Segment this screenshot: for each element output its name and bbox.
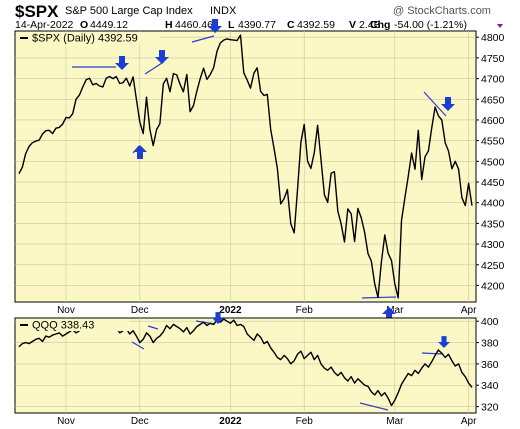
x-tick-label: Dec: [131, 416, 149, 427]
arrow-down-icon: [438, 336, 450, 348]
qqq-legend-box: [17, 319, 129, 331]
arrow-up-icon: [133, 145, 147, 159]
y-tick-label: 4600: [481, 115, 505, 127]
price-arrows: [115, 19, 455, 321]
price-panel-background: [14, 30, 477, 303]
price-legend-box: [17, 32, 160, 44]
qqq-panel: 320 340 360 380 400 Nov Dec 2022 Feb Mar Apr QQQ …: [14, 312, 499, 427]
x-tick-label: Feb: [296, 416, 314, 427]
y-tick-label: 4250: [481, 260, 505, 272]
trendline: [361, 296, 397, 299]
x-tick-label: 2022: [219, 305, 242, 316]
y-tick-label: 4350: [481, 218, 505, 230]
x-tick-label: Feb: [296, 305, 314, 316]
y-tick-label: 4700: [481, 74, 505, 86]
qqq-panel-background: [14, 317, 477, 414]
y-tick-label: 4450: [481, 177, 505, 189]
x-tick-label: Apr: [461, 305, 477, 316]
y-tick-label: 4550: [481, 136, 505, 148]
ohlc-value: 4460.46: [175, 19, 213, 31]
trendline: [144, 62, 163, 75]
ohlc-label: C: [287, 19, 295, 31]
x-tick-label: Apr: [461, 416, 477, 427]
index-type: INDX: [210, 5, 237, 17]
y-tick-label: 4400: [481, 198, 505, 210]
arrow-down-icon: [155, 50, 169, 64]
x-tick-label: Nov: [57, 416, 75, 427]
y-tick-label: 4800: [481, 32, 505, 44]
trendline: [131, 341, 145, 350]
price-y-axis: 4200 4250 4300 4350 4400 4450 4500 4550 4600 4650…: [476, 32, 505, 292]
change-down-icon: [497, 24, 503, 28]
trendline: [147, 325, 159, 330]
x-tick-label: Mar: [386, 305, 404, 316]
qqq-y-axis: 320 340 360 380 400: [476, 316, 499, 414]
y-tick-label: 360: [481, 359, 499, 371]
ohlc-values: O 4449.12 H 4460.46 L 4390.77 C 4392.59 V 2.4B: [80, 19, 381, 31]
y-tick-label: 4650: [481, 94, 505, 106]
ohlc-value: 4449.12: [90, 19, 128, 31]
spx-price-line: [18, 34, 473, 299]
price-trendlines: [72, 35, 447, 299]
y-tick-label: 4200: [481, 280, 505, 292]
arrow-down-icon: [208, 19, 222, 33]
trendline: [359, 402, 389, 411]
arrow-up-icon: [382, 307, 396, 321]
x-tick-label: Dec: [131, 305, 149, 316]
price-x-axis: Nov Dec 2022 Feb Mar Apr: [57, 305, 477, 316]
y-tick-label: 340: [481, 380, 499, 392]
y-tick-label: 320: [481, 402, 499, 414]
ohlc-label: L: [228, 19, 235, 31]
ohlc-label: V: [349, 19, 356, 31]
ohlc-value: 4392.59: [297, 19, 335, 31]
arrow-down-icon: [441, 97, 455, 111]
trendline: [421, 352, 443, 355]
trendline: [423, 91, 447, 117]
y-tick-label: 380: [481, 338, 499, 350]
ohlc-value: 4390.77: [238, 19, 276, 31]
ohlc-label: O: [80, 19, 88, 31]
qqq-x-axis: Nov Dec 2022 Feb Mar Apr: [57, 416, 477, 427]
ohlc-label: H: [165, 19, 173, 31]
y-tick-label: 4750: [481, 53, 505, 65]
ohlc-value: 2.4B: [359, 19, 381, 31]
trendline: [191, 35, 215, 43]
x-tick-label: Mar: [386, 416, 404, 427]
price-panel: 4200 4250 4300 4350 4400 4450 4500 4550 4600 4650…: [14, 19, 505, 321]
price-legend-label: $SPX (Daily) 4392.59: [32, 33, 138, 45]
qqq-legend-label: QQQ 338.43: [32, 320, 94, 332]
arrow-down-icon: [212, 312, 224, 324]
watermark: @ StockCharts.com: [393, 5, 491, 17]
change-label: Chg: [370, 19, 390, 31]
arrow-down-icon: [115, 56, 129, 70]
chart-header: $SPX S&P 500 Large Cap Index INDX @ Stoc…: [15, 2, 503, 31]
qqq-arrows: [212, 312, 450, 348]
y-tick-label: 4300: [481, 239, 505, 251]
index-name: S&P 500 Large Cap Index: [65, 5, 193, 17]
quote-date: 14-Apr-2022: [15, 19, 74, 31]
x-tick-label: 2022: [219, 416, 242, 427]
symbol-label: $SPX: [15, 2, 59, 21]
y-tick-label: 4500: [481, 156, 505, 168]
y-tick-label: 400: [481, 316, 499, 328]
change-value: -54.00 (-1.21%): [394, 19, 467, 31]
x-tick-label: Nov: [57, 305, 75, 316]
